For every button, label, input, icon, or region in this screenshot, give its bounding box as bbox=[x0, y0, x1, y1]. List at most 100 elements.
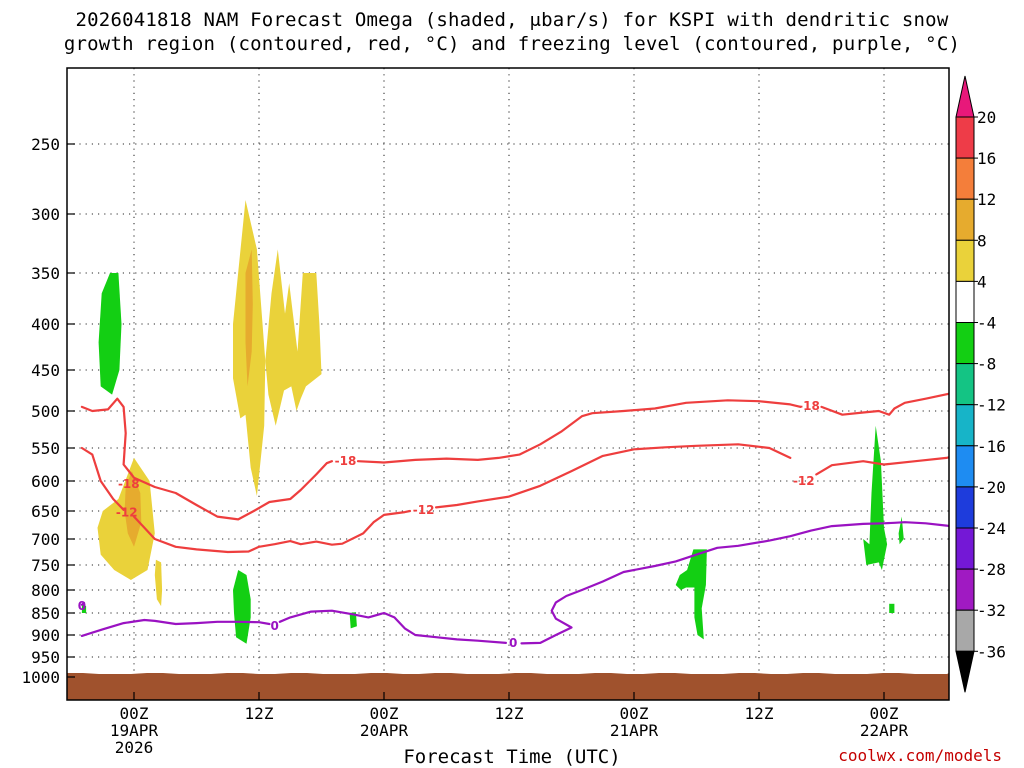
chart-title-line-2: growth region (contoured, red, °C) and f… bbox=[63, 33, 961, 55]
upward-omega-3 bbox=[349, 612, 357, 629]
upward-omega-6 bbox=[898, 516, 904, 545]
dgz-red-contour-label: -12 bbox=[793, 474, 815, 488]
gridlines bbox=[67, 68, 949, 700]
colorbar-swatch-8 bbox=[955, 239, 975, 282]
dgz-red-contour-1 bbox=[80, 397, 333, 521]
dgz-red-contour-label: -18 bbox=[118, 477, 140, 491]
omega-shading bbox=[81, 200, 904, 644]
y-tick-label-250: 250 bbox=[31, 135, 60, 154]
upward-omega-1 bbox=[98, 273, 122, 395]
colorbar-under-triangle bbox=[955, 650, 975, 693]
upward-omega-4 bbox=[675, 549, 707, 640]
colorbar-swatch--24 bbox=[955, 527, 975, 570]
colorbar-label--36: -36 bbox=[977, 642, 1006, 661]
x-tick-label-0-line-1: 19APR bbox=[110, 721, 159, 740]
colorbar-label--8: -8 bbox=[977, 355, 996, 374]
x-tick-label-0-line-2: 2026 bbox=[115, 738, 154, 757]
dgz-red-contour-5 bbox=[132, 509, 412, 554]
dgz-red-contour-label: -12 bbox=[116, 506, 138, 520]
colorbar-label-20: 20 bbox=[977, 108, 996, 127]
colorbar-label--12: -12 bbox=[977, 396, 1006, 415]
dgz-red-contour-label: -18 bbox=[798, 399, 820, 413]
upward-omega-5 bbox=[863, 425, 888, 570]
upward-omega-2 bbox=[233, 570, 251, 644]
dgz-red-contour-3 bbox=[820, 392, 949, 416]
colorbar-label--32: -32 bbox=[977, 601, 1006, 620]
colorbar-swatch--32 bbox=[955, 609, 975, 652]
x-tick-label-0-line-0: 00Z bbox=[120, 704, 149, 723]
freezing-level-contour-label: 0 bbox=[509, 636, 517, 650]
y-tick-label-850: 850 bbox=[31, 604, 60, 623]
colorbar-swatch--20 bbox=[955, 486, 975, 529]
colorbar-label-16: 16 bbox=[977, 149, 996, 168]
dgz-red-contour-6 bbox=[435, 443, 792, 509]
plot-frame bbox=[66, 67, 950, 701]
colorbar-label--16: -16 bbox=[977, 437, 1006, 456]
y-tick-label-950: 950 bbox=[31, 648, 60, 667]
downward-omega-6 bbox=[245, 249, 253, 387]
colorbar-swatch-20 bbox=[955, 116, 975, 159]
y-tick-label-900: 900 bbox=[31, 626, 60, 645]
freezing-level-contour-2 bbox=[80, 618, 271, 638]
x-tick-label-60-line-0: 12Z bbox=[745, 704, 774, 723]
downward-omega-2 bbox=[124, 471, 142, 547]
x-tick-label-72-line-1: 22APR bbox=[860, 721, 909, 740]
colorbar-label-12: 12 bbox=[977, 190, 996, 209]
x-tick-label-36-line-0: 12Z bbox=[495, 704, 524, 723]
colorbar-label--28: -28 bbox=[977, 560, 1006, 579]
x-axis-title: Forecast Time (UTC) bbox=[403, 746, 621, 768]
y-tick-label-500: 500 bbox=[31, 402, 60, 421]
colorbar-label--4: -4 bbox=[977, 314, 996, 333]
dgz-red-contour-label: -18 bbox=[335, 454, 357, 468]
dgz-red-contour-4 bbox=[80, 446, 125, 511]
freezing-level-contour-label: 0 bbox=[78, 599, 86, 613]
y-tick-label-600: 600 bbox=[31, 472, 60, 491]
freezing-level-contour-1 bbox=[80, 601, 86, 606]
chart-title-line-1: 2026041818 NAM Forecast Omega (shaded, μ… bbox=[75, 9, 949, 31]
colorbar-swatch-4 bbox=[955, 280, 975, 323]
colorbar-label-8: 8 bbox=[977, 231, 987, 250]
dgz-red-contour-7 bbox=[815, 456, 949, 476]
freezing-level-contour-3 bbox=[278, 609, 507, 645]
x-tick-label-48-line-0: 00Z bbox=[620, 704, 649, 723]
colorbar-over-triangle bbox=[955, 75, 975, 118]
upward-omega-7 bbox=[889, 603, 895, 613]
y-axis: 250 300 350 400 450 500 550 600 650 700 750 800 850 9… bbox=[21, 135, 75, 687]
colorbar: 20 16 12 8 4 -4 -8 -12 -16 -20 -24 -28 -32 -36 bbox=[955, 75, 1006, 693]
x-tick-label-24-line-1: 20APR bbox=[360, 721, 409, 740]
dgz-red-contour-label: -12 bbox=[413, 503, 435, 517]
colorbar-swatch-16 bbox=[955, 157, 975, 200]
colorbar-swatch-12 bbox=[955, 198, 975, 241]
y-tick-label-650: 650 bbox=[31, 502, 60, 521]
y-tick-label-750: 750 bbox=[31, 556, 60, 575]
colorbar-swatch--4 bbox=[955, 322, 975, 365]
y-tick-label-1000: 1000 bbox=[21, 668, 60, 687]
colorbar-swatch--12 bbox=[955, 404, 975, 447]
colorbar-swatch--16 bbox=[955, 445, 975, 488]
y-tick-label-800: 800 bbox=[31, 581, 60, 600]
source-credit: coolwx.com/models bbox=[838, 746, 1002, 765]
y-tick-label-300: 300 bbox=[31, 205, 60, 224]
colorbar-swatch--8 bbox=[955, 363, 975, 406]
x-tick-label-12-line-0: 12Z bbox=[245, 704, 274, 723]
x-tick-label-48-line-1: 21APR bbox=[610, 721, 659, 740]
colorbar-label-4: 4 bbox=[977, 272, 987, 291]
upward-omega-8 bbox=[81, 603, 87, 613]
freezing-level-contour-4 bbox=[520, 521, 949, 645]
y-tick-label-700: 700 bbox=[31, 530, 60, 549]
y-tick-label-350: 350 bbox=[31, 264, 60, 283]
x-tick-label-72-line-0: 00Z bbox=[870, 704, 899, 723]
colorbar-swatch--28 bbox=[955, 568, 975, 611]
ground-layer bbox=[67, 673, 949, 700]
y-tick-label-550: 550 bbox=[31, 439, 60, 458]
freezing-level-contour-label: 0 bbox=[270, 619, 278, 633]
ground-surface bbox=[67, 673, 949, 700]
dgz-red-contour-2 bbox=[356, 399, 802, 464]
contour-layer: -18 -18 -18 -12 -12 -12 0 0 0 bbox=[78, 392, 949, 650]
downward-omega-3 bbox=[154, 559, 163, 607]
y-tick-label-400: 400 bbox=[31, 315, 60, 334]
y-tick-label-450: 450 bbox=[31, 361, 60, 380]
colorbar-label--20: -20 bbox=[977, 478, 1006, 497]
